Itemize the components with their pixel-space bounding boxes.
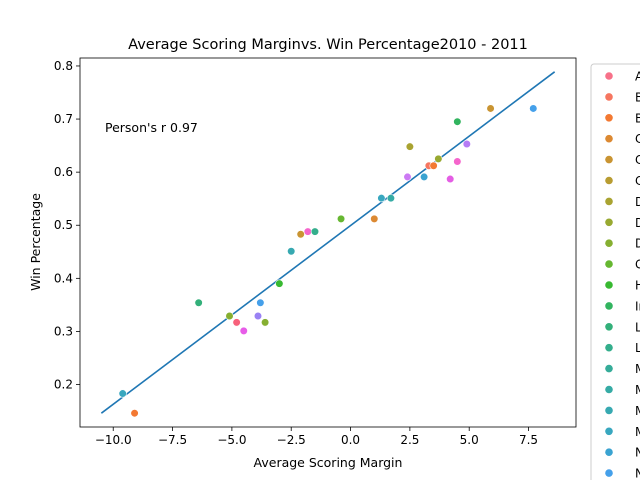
legend-marker [605, 93, 613, 101]
x-tick-label: 7.5 [519, 433, 538, 447]
legend-label: N [635, 446, 640, 460]
y-axis-label: Win Percentage [28, 193, 43, 291]
y-tick-label: 0.5 [54, 218, 73, 232]
data-point [225, 311, 234, 321]
regression-layer [100, 71, 556, 414]
x-axis-label: Average Scoring Margin [254, 455, 403, 470]
legend-marker [605, 302, 613, 310]
data-point [296, 230, 305, 239]
data-point [529, 104, 538, 113]
data-point [336, 214, 346, 223]
data-point [239, 326, 248, 336]
chart-title: Average Scoring Marginvs. Win Percentage… [128, 37, 528, 53]
data-point [303, 227, 312, 236]
legend-marker [605, 72, 613, 80]
legend-label: B [635, 90, 640, 104]
legend-marker [605, 343, 613, 352]
legend-label: C [635, 153, 640, 167]
y-axis: 0.2 0.3 0.4 0.5 0.6 0.7 0.8 [54, 59, 80, 392]
legend-marker [605, 364, 613, 373]
legend-label: L [635, 320, 640, 334]
data-point [462, 139, 471, 149]
data-point [370, 214, 379, 223]
data-point [261, 318, 270, 327]
y-tick-label: 0.6 [54, 165, 73, 179]
x-axis: −10.0 −7.5 −5.0 −2.5 0.0 2.5 5.0 7.5 [95, 427, 538, 447]
y-tick-label: 0.8 [54, 59, 73, 73]
points-layer [118, 104, 538, 418]
y-tick-label: 0.4 [54, 271, 73, 285]
legend-label: C [635, 174, 640, 188]
legend-label: In [635, 299, 640, 313]
data-point [130, 409, 139, 418]
legend-marker [605, 155, 613, 164]
legend: ABBCCCDDDGHInLLMMMMNN [590, 63, 640, 480]
data-point [453, 117, 462, 126]
y-tick-label: 0.2 [54, 378, 73, 392]
regression-line [100, 71, 556, 414]
legend-marker [605, 114, 613, 122]
x-tick-label: −7.5 [158, 433, 187, 447]
legend-label: B [635, 111, 640, 125]
y-tick-label: 0.7 [54, 112, 73, 126]
legend-marker [605, 323, 613, 331]
legend-label: C [635, 132, 640, 146]
legend-marker [605, 281, 613, 289]
data-point [310, 227, 320, 236]
legend-label: L [635, 341, 640, 355]
x-tick-label: 2.5 [400, 433, 419, 447]
data-point [403, 172, 412, 182]
correlation-annotation: Person's r 0.97 [105, 120, 198, 135]
plot-area [79, 57, 577, 428]
legend-label: N [635, 467, 640, 480]
data-point [420, 172, 429, 182]
legend-label: D [635, 216, 640, 230]
legend-marker [605, 239, 613, 247]
legend-marker [605, 134, 613, 143]
legend-label: M [635, 383, 640, 397]
data-point [287, 247, 296, 256]
data-point [446, 174, 455, 184]
data-point [405, 142, 414, 151]
data-point [377, 194, 386, 203]
legend-marker [605, 385, 613, 394]
x-tick-label: −10.0 [95, 433, 132, 447]
data-point [194, 298, 203, 307]
legend-marker [605, 406, 613, 415]
data-point [434, 154, 443, 163]
data-point [486, 104, 495, 113]
x-tick-label: −2.5 [277, 433, 306, 447]
legend-marker [605, 176, 613, 185]
legend-marker [605, 197, 613, 206]
legend-label: D [635, 195, 640, 209]
x-tick-label: −5.0 [217, 433, 246, 447]
data-point [386, 194, 395, 203]
legend-entries: ABBCCCDDDGHInLLMMMMNN [605, 70, 640, 480]
data-point [429, 161, 438, 170]
legend-marker [605, 218, 613, 227]
legend-label: M [635, 362, 640, 376]
legend-label: A [635, 70, 640, 84]
legend-marker [605, 448, 613, 457]
legend-label: G [635, 258, 640, 272]
x-tick-label: 5.0 [460, 433, 479, 447]
data-point [118, 389, 127, 398]
data-point [275, 279, 284, 288]
legend-label: H [635, 279, 640, 293]
data-point [453, 157, 462, 166]
legend-label: D [635, 237, 640, 251]
data-point [232, 318, 241, 327]
data-point [256, 298, 265, 307]
legend-marker [605, 469, 613, 477]
legend-marker [605, 427, 613, 436]
legend-frame [590, 63, 640, 480]
legend-label: M [635, 404, 640, 418]
y-tick-label: 0.3 [54, 324, 73, 338]
x-tick-label: 0.0 [341, 433, 360, 447]
data-point [253, 311, 263, 321]
legend-marker [605, 260, 613, 268]
legend-label: M [635, 425, 640, 439]
plot-frame [79, 57, 577, 428]
